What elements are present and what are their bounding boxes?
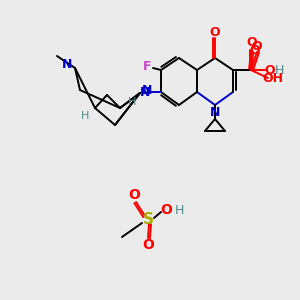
Text: O: O	[265, 64, 275, 77]
Text: H: H	[81, 111, 89, 121]
Text: O: O	[128, 188, 140, 202]
Text: O: O	[160, 203, 172, 217]
Text: OH: OH	[262, 71, 284, 85]
Text: N: N	[62, 58, 72, 71]
Text: N: N	[210, 106, 220, 118]
Text: F: F	[143, 59, 151, 73]
Text: O: O	[210, 26, 220, 38]
Text: N: N	[142, 85, 152, 98]
Text: O: O	[252, 40, 262, 52]
Text: N: N	[140, 85, 150, 98]
Text: O: O	[142, 238, 154, 252]
Text: H: H	[174, 203, 184, 217]
Text: O: O	[250, 44, 260, 58]
Text: H: H	[128, 97, 136, 107]
Text: O: O	[247, 37, 257, 50]
Text: S: S	[142, 212, 154, 227]
Text: H: H	[274, 64, 284, 77]
